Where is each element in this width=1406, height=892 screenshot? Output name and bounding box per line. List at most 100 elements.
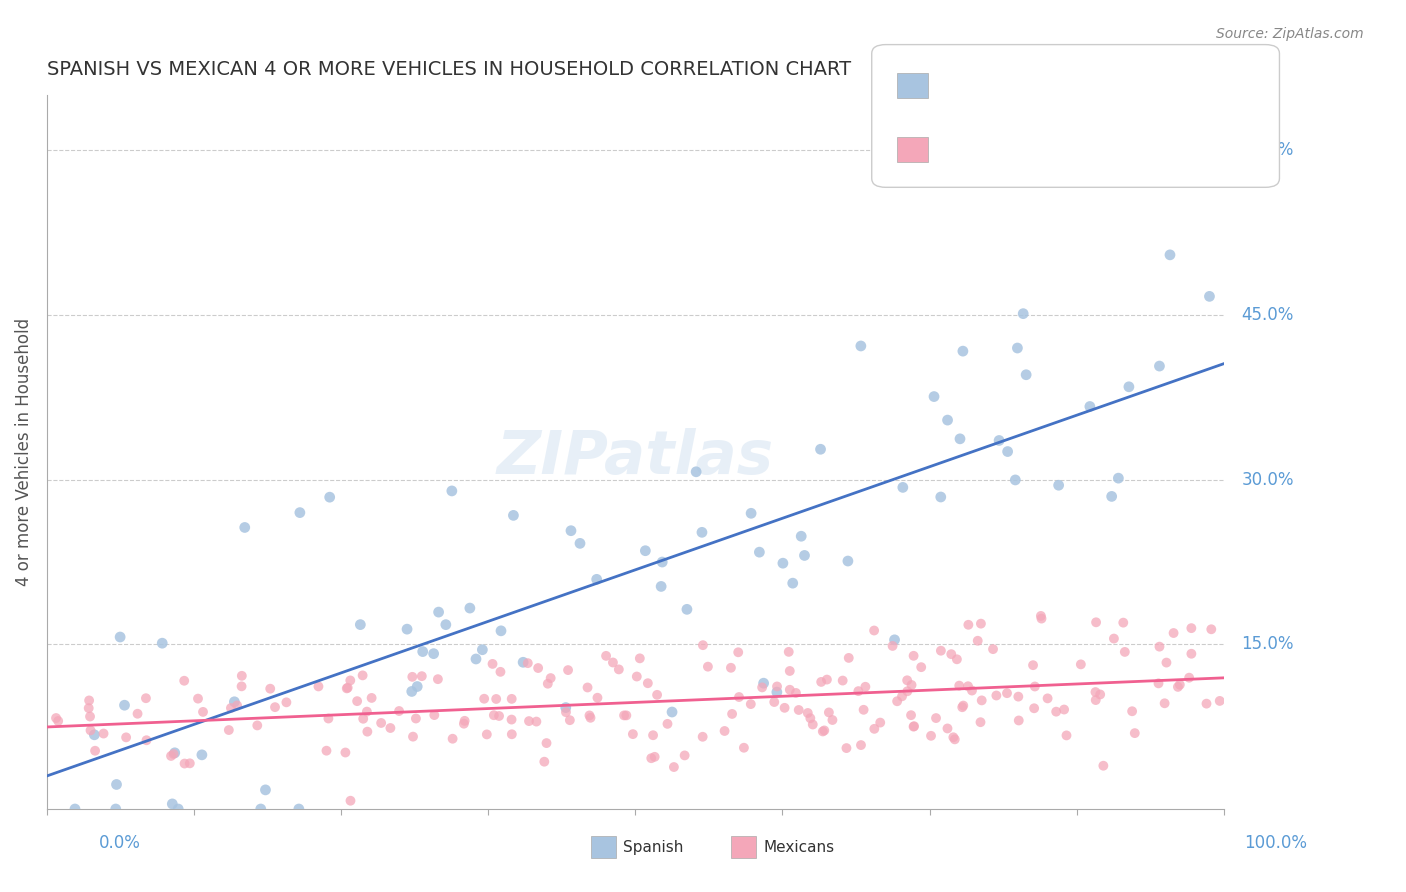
Point (903, 720, 925, 734)
Point (335, 746, 357, 760)
Point (772, 556, 794, 570)
Point (1112, 615, 1135, 630)
Point (533, 755, 555, 769)
Point (1047, 478, 1070, 492)
Point (763, 695, 786, 709)
Point (728, 690, 751, 704)
Point (920, 729, 942, 743)
Point (1209, 694, 1232, 708)
Point (555, 705, 578, 719)
Point (427, 605, 450, 619)
Point (224, 695, 246, 709)
Point (77, 693, 100, 707)
Text: 0.0%: 0.0% (98, 834, 141, 852)
Point (339, 794, 361, 808)
Point (526, 714, 548, 729)
Point (891, 690, 914, 704)
Point (628, 651, 651, 665)
Text: 60.0%: 60.0% (1241, 141, 1294, 160)
Point (179, 756, 201, 771)
Point (79, 709, 101, 723)
Point (485, 692, 508, 706)
Text: 15.0%: 15.0% (1241, 635, 1294, 653)
Point (1201, 622, 1223, 636)
Point (1168, 678, 1191, 692)
Point (831, 673, 853, 688)
Point (952, 344, 974, 359)
Point (634, 543, 657, 558)
Point (465, 652, 488, 666)
Point (1101, 490, 1123, 504)
Point (502, 508, 524, 523)
Text: SPANISH VS MEXICAN 4 OR MORE VEHICLES IN HOUSEHOLD CORRELATION CHART: SPANISH VS MEXICAN 4 OR MORE VEHICLES IN… (46, 60, 851, 78)
Point (426, 672, 449, 686)
Point (405, 711, 427, 725)
Point (187, 691, 209, 706)
Point (960, 683, 983, 698)
Point (307, 680, 329, 694)
Point (929, 490, 952, 504)
Point (336, 681, 359, 696)
Point (579, 711, 602, 725)
Point (810, 674, 832, 689)
Point (740, 697, 762, 711)
Point (782, 576, 804, 591)
Point (83, 728, 105, 742)
Point (219, 701, 242, 715)
Point (1180, 621, 1202, 635)
Point (46, 714, 69, 728)
Point (501, 727, 523, 741)
Point (1102, 632, 1125, 646)
Point (641, 728, 664, 742)
Point (586, 690, 609, 705)
Point (903, 719, 925, 733)
Text: 45.0%: 45.0% (1241, 306, 1294, 324)
Point (356, 705, 378, 719)
Point (162, 797, 184, 811)
Point (1056, 728, 1078, 742)
Point (576, 681, 599, 695)
Point (1178, 671, 1201, 685)
Point (1004, 473, 1026, 487)
Point (434, 617, 457, 632)
Point (135, 691, 157, 706)
Point (1163, 626, 1185, 640)
Point (79, 723, 101, 738)
Point (948, 679, 970, 693)
Text: Source: ZipAtlas.com: Source: ZipAtlas.com (1216, 27, 1364, 41)
Point (969, 715, 991, 730)
Point (637, 676, 659, 690)
Point (1015, 368, 1038, 382)
Point (560, 524, 582, 538)
Point (740, 506, 762, 520)
Point (150, 636, 173, 650)
Point (900, 708, 922, 723)
Point (910, 660, 932, 674)
Point (936, 413, 959, 427)
Point (1031, 611, 1053, 625)
Point (231, 669, 253, 683)
Point (896, 684, 918, 698)
Point (997, 444, 1019, 458)
Point (578, 708, 600, 723)
Point (288, 506, 311, 520)
Point (1008, 714, 1031, 728)
Point (45, 711, 67, 725)
Point (949, 432, 972, 446)
Point (453, 714, 475, 728)
Point (401, 670, 423, 684)
Point (114, 698, 136, 713)
Point (891, 480, 914, 494)
Point (1149, 359, 1171, 373)
Point (411, 669, 433, 683)
Point (995, 686, 1018, 700)
Point (423, 708, 446, 723)
Point (173, 673, 195, 688)
Point (402, 730, 425, 744)
Point (516, 656, 538, 670)
Point (489, 665, 512, 679)
Point (692, 730, 714, 744)
Point (1123, 726, 1146, 740)
Point (650, 579, 672, 593)
Point (1107, 471, 1129, 485)
